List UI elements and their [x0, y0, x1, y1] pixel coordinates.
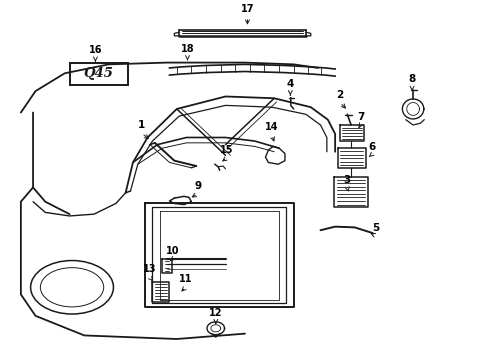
Text: 1: 1 — [138, 120, 146, 130]
Text: 6: 6 — [368, 142, 375, 152]
Text: 17: 17 — [241, 4, 254, 14]
Text: 7: 7 — [357, 112, 364, 122]
Bar — [70, 63, 128, 85]
Text: 13: 13 — [143, 265, 157, 274]
Text: 8: 8 — [409, 74, 416, 84]
Text: 2: 2 — [336, 90, 343, 100]
Text: 9: 9 — [194, 181, 201, 191]
Text: 10: 10 — [166, 246, 180, 256]
Text: 3: 3 — [343, 175, 351, 185]
Text: 11: 11 — [179, 274, 192, 284]
Text: 12: 12 — [209, 307, 222, 318]
Text: 14: 14 — [265, 122, 278, 132]
Text: 16: 16 — [89, 45, 102, 55]
Text: 18: 18 — [181, 44, 195, 54]
Text: 5: 5 — [372, 223, 379, 233]
Text: 4: 4 — [287, 79, 294, 89]
Text: Q45: Q45 — [84, 67, 114, 80]
Text: 15: 15 — [220, 145, 234, 155]
